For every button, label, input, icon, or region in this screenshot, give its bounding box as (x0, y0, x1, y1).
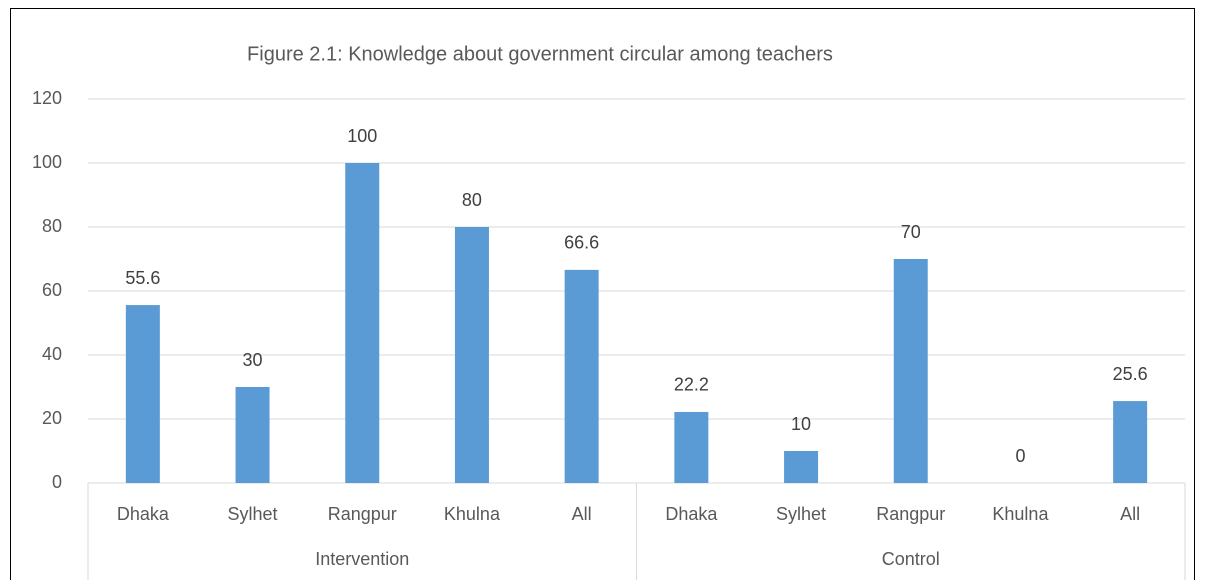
y-tick-label: 0 (52, 472, 62, 492)
chart-title: Figure 2.1: Knowledge about government c… (247, 43, 833, 65)
bar (674, 411, 709, 483)
data-label: 70 (901, 222, 921, 242)
bar (125, 305, 160, 483)
data-label: 80 (462, 190, 482, 210)
bar (564, 269, 599, 483)
data-label: 30 (243, 350, 263, 370)
y-tick-label: 120 (32, 88, 62, 108)
x-tick-label: All (572, 504, 592, 524)
x-tick-label: Sylhet (776, 504, 826, 524)
x-tick-label: Khulna (444, 504, 501, 524)
y-tick-label: 40 (42, 344, 62, 364)
bar (893, 259, 928, 483)
data-label: 10 (791, 414, 811, 434)
x-tick-label: Rangpur (328, 504, 397, 524)
y-tick-label: 60 (42, 280, 62, 300)
data-label: 100 (347, 126, 377, 146)
y-tick-label: 80 (42, 216, 62, 236)
data-label: 66.6 (564, 233, 599, 253)
bar (454, 227, 489, 483)
x-tick-label: All (1120, 504, 1140, 524)
x-tick-label: Dhaka (117, 504, 170, 524)
bar (235, 387, 270, 483)
y-tick-label: 20 (42, 408, 62, 428)
x-tick-label: Rangpur (876, 504, 945, 524)
data-label: 25.6 (1113, 364, 1148, 384)
x-tick-label: Dhaka (665, 504, 718, 524)
x-tick-label: Sylhet (228, 504, 278, 524)
bar (345, 163, 380, 483)
group-label: Control (882, 549, 940, 569)
bar (1113, 401, 1148, 483)
data-label: 22.2 (674, 375, 709, 395)
data-label: 0 (1015, 446, 1025, 466)
chart-border (10, 8, 1195, 580)
x-tick-label: Khulna (992, 504, 1049, 524)
group-label: Intervention (315, 549, 409, 569)
bar (784, 451, 819, 483)
y-tick-label: 100 (32, 152, 62, 172)
data-label: 55.6 (125, 268, 160, 288)
